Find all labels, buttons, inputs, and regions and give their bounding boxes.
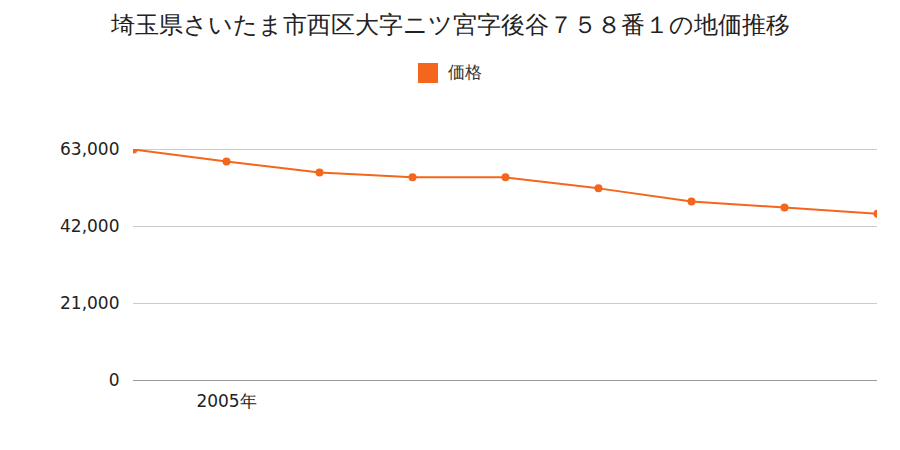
svg-text:63,000: 63,000 [60, 139, 119, 159]
svg-text:42,000: 42,000 [60, 216, 119, 236]
html-text:価格: 価格 [448, 62, 482, 82]
html-text:埼玉県さいたま市西区大字ニツ宮字後谷７５８番１の地価推移: 埼玉県さいたま市西区大字ニツ宮字後谷７５８番１の地価推移 [110, 11, 790, 39]
svg-text:2005年: 2005年 [196, 391, 256, 411]
svg-text:21,000: 21,000 [60, 293, 119, 313]
svg-text:0: 0 [109, 370, 120, 390]
